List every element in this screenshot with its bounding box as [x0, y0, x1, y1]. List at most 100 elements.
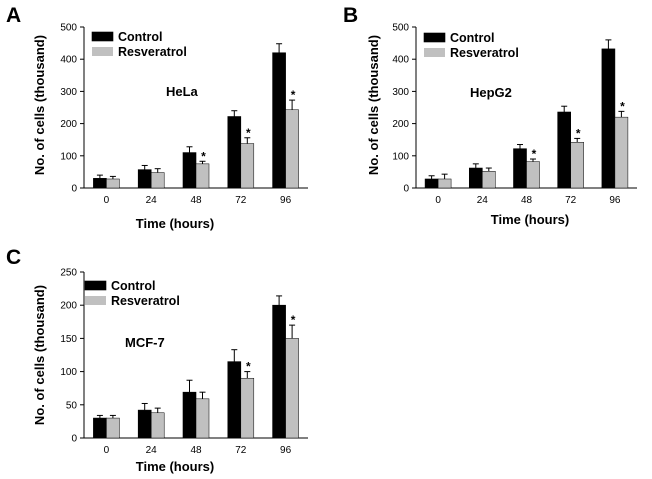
bar-resveratrol	[150, 412, 165, 439]
x-axis-title: Time (hours)	[491, 212, 570, 227]
y-tick-label: 250	[60, 268, 77, 279]
bar-control	[272, 52, 286, 189]
y-tick-label: 300	[60, 87, 77, 98]
x-tick-label: 0	[104, 195, 110, 206]
bar-control	[424, 178, 439, 189]
bar-control	[513, 148, 527, 189]
y-tick-label: 150	[60, 334, 77, 345]
legend-swatch-resveratrol	[85, 296, 106, 305]
significance-marker: *	[620, 99, 625, 113]
significance-marker: *	[532, 147, 537, 161]
y-tick-label: 400	[60, 55, 77, 66]
y-axis-title: No. of cells (thousand)	[32, 35, 47, 175]
y-tick-label: 100	[60, 367, 77, 378]
significance-marker: *	[201, 149, 206, 163]
y-tick-label: 200	[60, 119, 77, 130]
y-tick-label: 300	[392, 87, 409, 98]
cell-line-label: HepG2	[470, 85, 512, 100]
bar-control	[182, 152, 197, 189]
bar-resveratrol	[437, 178, 452, 189]
bar-control	[182, 391, 197, 439]
legend-label-control: Control	[118, 30, 162, 44]
x-tick-label: 48	[190, 445, 202, 456]
bar-resveratrol	[240, 143, 255, 189]
x-tick-label: 96	[280, 445, 292, 456]
panel-letter: C	[6, 246, 21, 269]
bar-control	[272, 304, 286, 439]
significance-marker: *	[246, 126, 251, 140]
bar-resveratrol	[285, 109, 299, 189]
x-tick-label: 72	[565, 195, 577, 206]
bar-control	[227, 116, 242, 189]
significance-marker: *	[291, 313, 296, 327]
legend-swatch-control	[91, 31, 114, 42]
y-tick-label: 200	[60, 301, 77, 312]
bar-control	[137, 409, 152, 439]
y-tick-label: 500	[60, 23, 77, 34]
bar-resveratrol	[482, 171, 496, 189]
y-tick-label: 0	[71, 184, 77, 195]
panel-letter: B	[343, 4, 358, 27]
bar-control	[557, 111, 572, 189]
panel-a: A HeLa Time (hours) No. of cells (thousa…	[6, 4, 308, 231]
panel-letter: A	[6, 4, 21, 27]
x-tick-label: 72	[235, 445, 247, 456]
x-axis-title: Time (hours)	[136, 216, 215, 231]
panel-b: B HepG2 Time (hours) No. of cells (thous…	[343, 4, 637, 227]
chart-marks: 0 50 100 150 200 250 0 24 48 72 * 96 *	[60, 268, 308, 456]
bar-resveratrol	[526, 161, 540, 189]
legend-swatch-control	[84, 280, 107, 291]
x-tick-label: 24	[477, 195, 489, 206]
panel-c: C MCF-7 Time (hours) No. of cells (thous…	[6, 246, 308, 474]
y-tick-label: 50	[66, 400, 78, 411]
legend: Control Resveratrol	[84, 279, 180, 308]
bar-resveratrol	[570, 142, 584, 189]
legend-label-resveratrol: Resveratrol	[118, 45, 187, 59]
chart-marks: 0 100 200 300 400 500 0 24 48 * 72 * 96 *	[392, 23, 637, 206]
legend-swatch-control	[423, 32, 446, 43]
significance-marker: *	[246, 360, 251, 374]
y-tick-label: 100	[60, 151, 77, 162]
bar-control	[601, 48, 616, 189]
legend-label-control: Control	[111, 279, 155, 293]
bar-control	[93, 417, 107, 439]
bar-resveratrol	[285, 338, 299, 439]
chart-marks: 0 100 200 300 400 500 0 24 48 * 72 * 96 *	[60, 23, 308, 206]
legend-label-control: Control	[450, 31, 494, 45]
legend: Control Resveratrol	[423, 31, 519, 60]
cell-line-label: MCF-7	[125, 335, 165, 350]
x-tick-label: 72	[235, 195, 247, 206]
y-tick-label: 0	[71, 434, 77, 445]
y-tick-label: 400	[392, 55, 409, 66]
bar-control	[93, 178, 107, 189]
y-tick-label: 500	[392, 23, 409, 34]
significance-marker: *	[291, 88, 296, 102]
bar-resveratrol	[106, 417, 120, 439]
y-axis-title: No. of cells (thousand)	[366, 35, 381, 175]
legend: Control Resveratrol	[91, 30, 187, 59]
bar-control	[137, 169, 152, 189]
bar-resveratrol	[195, 398, 210, 439]
x-tick-label: 0	[104, 445, 110, 456]
x-tick-label: 48	[521, 195, 533, 206]
bar-resveratrol	[614, 116, 629, 189]
bar-resveratrol	[195, 163, 210, 189]
significance-marker: *	[576, 126, 581, 140]
legend-swatch-resveratrol	[92, 47, 113, 56]
y-tick-label: 200	[392, 119, 409, 130]
bar-resveratrol	[240, 377, 255, 439]
bar-control	[468, 167, 483, 189]
x-tick-label: 0	[435, 195, 441, 206]
x-tick-label: 24	[146, 445, 158, 456]
y-axis-title: No. of cells (thousand)	[32, 285, 47, 425]
bar-resveratrol	[106, 178, 120, 189]
x-tick-label: 48	[190, 195, 202, 206]
x-tick-label: 24	[146, 195, 158, 206]
legend-label-resveratrol: Resveratrol	[450, 46, 519, 60]
y-tick-label: 100	[392, 151, 409, 162]
x-axis-title: Time (hours)	[136, 459, 215, 474]
y-tick-label: 0	[403, 184, 409, 195]
cell-line-label: HeLa	[166, 84, 199, 99]
x-tick-label: 96	[609, 195, 621, 206]
